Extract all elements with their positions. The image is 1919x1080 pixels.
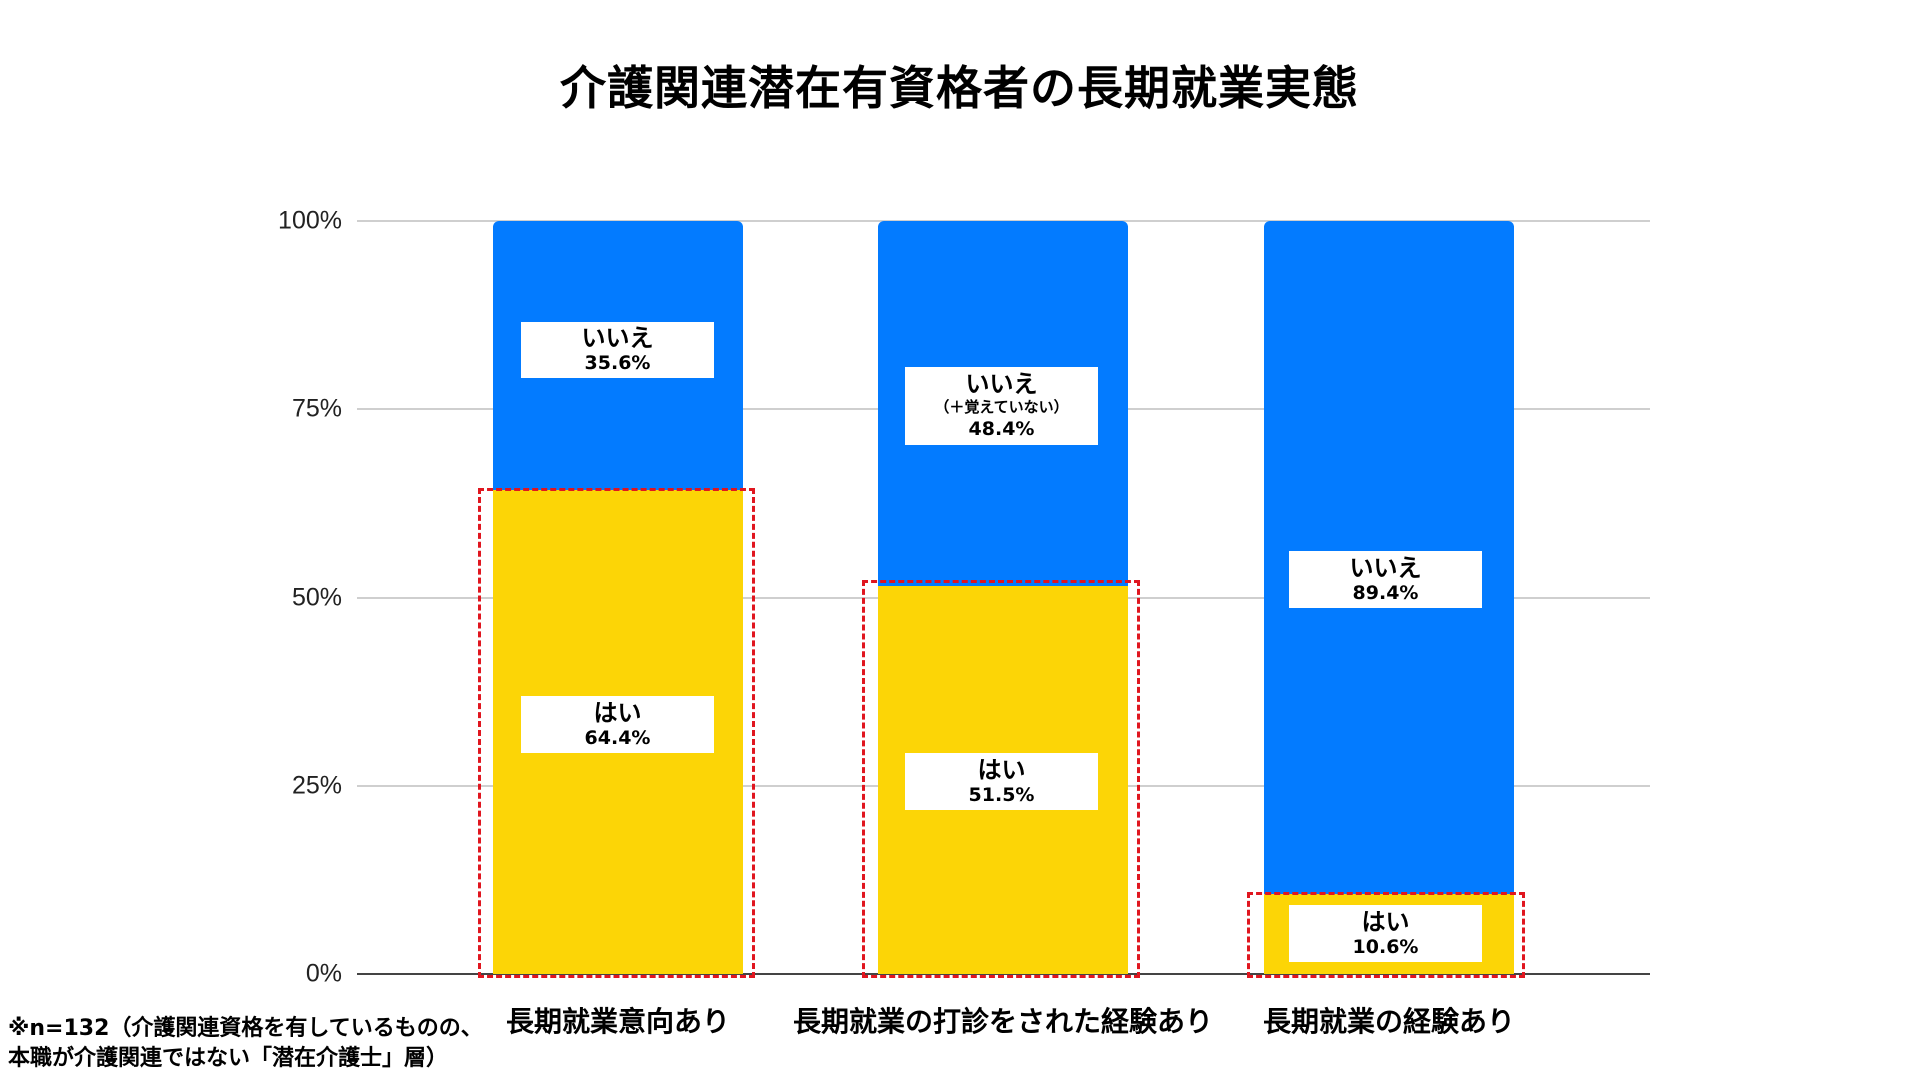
data-label-yes-2: はい 51.5% [905,753,1098,810]
x-category-label-1: 長期就業意向あり [505,1005,731,1038]
label-yes-text: はい [977,755,1026,784]
label-no-value: 48.4% [968,418,1035,440]
chart-title: 介護関連潜在有資格者の長期就業実態 [560,61,1359,115]
data-label-no-1: いいえ 35.6% [521,322,714,378]
label-no-text: いいえ [965,370,1038,398]
label-no-value: 35.6% [584,352,651,374]
y-tick-0: 0% [305,959,342,988]
label-yes-text: はい [1361,907,1410,936]
label-no-text: いいえ [1349,553,1422,582]
y-tick-100: 100% [278,206,342,235]
data-label-no-2: いいえ （＋覚えていない） 48.4% [905,367,1098,445]
y-tick-50: 50% [291,583,342,612]
label-no-value: 89.4% [1352,581,1419,604]
x-category-label-2: 長期就業の打診をされた経験あり [792,1005,1214,1038]
label-yes-text: はい [593,698,642,727]
data-label-yes-3: はい 10.6% [1289,905,1482,962]
footnote-line-1: ※n=132（介護関連資格を有しているものの、 [8,1016,483,1041]
label-no-text: いいえ [581,324,654,352]
label-yes-value: 64.4% [584,726,651,749]
y-tick-25: 25% [291,771,342,800]
baseline-0 [357,973,1650,975]
y-tick-75: 75% [291,394,342,423]
label-no-subtext: （＋覚えていない） [934,398,1069,416]
data-label-yes-1: はい 64.4% [521,696,714,753]
label-yes-value: 51.5% [968,783,1035,806]
footnote-line-2: 本職が介護関連ではない「潜在介護士」層） [8,1046,449,1071]
highlight-box-yes-2 [862,580,1140,978]
highlight-box-yes-1 [478,488,755,978]
footnote: ※n=132（介護関連資格を有しているものの、 本職が介護関連ではない「潜在介護… [8,1014,483,1074]
highlight-box-yes-3 [1247,892,1525,978]
data-label-no-3: いいえ 89.4% [1289,551,1482,608]
label-yes-value: 10.6% [1352,935,1419,958]
x-category-label-3: 長期就業の経験あり [1262,1005,1516,1038]
